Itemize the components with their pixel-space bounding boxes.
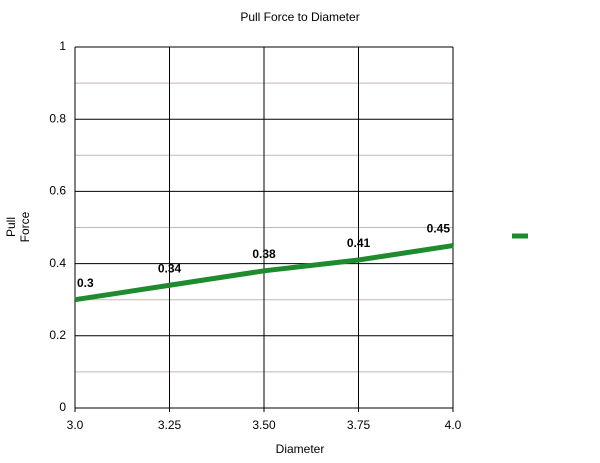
y-tick-label: 1 [59,39,66,53]
y-tick-label: 0 [59,400,66,414]
x-tick-label: 3.75 [347,418,371,432]
data-label: 0.3 [77,276,94,290]
data-label: 0.41 [347,236,371,250]
x-axis-label: Diameter [276,442,325,456]
y-tick-label: 0.4 [49,256,66,270]
line [74,243,454,303]
data-label: 0.38 [252,247,276,261]
x-tick-label: 3.50 [252,418,276,432]
y-tick-label: 0.8 [49,111,66,125]
y-tick-label: 0.6 [49,184,66,198]
data-label: 0.45 [427,222,451,236]
x-tick-label: 3.25 [158,418,182,432]
y-axis-label: Pull Force [4,211,32,243]
y-tick-label: 0.2 [49,328,66,342]
data-label: 0.34 [158,261,182,275]
chart-title: Pull Force to Diameter [240,10,359,24]
x-tick-label: 3.0 [67,418,84,432]
x-tick-label: 4.0 [445,418,462,432]
